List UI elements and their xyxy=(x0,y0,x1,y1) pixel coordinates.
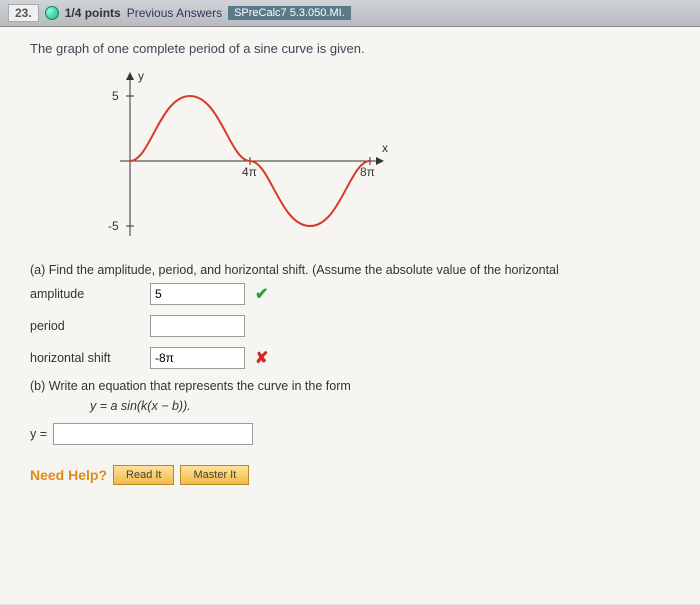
horizontal-shift-label: horizontal shift xyxy=(30,351,140,365)
question-prompt: The graph of one complete period of a si… xyxy=(30,41,670,56)
equation-row: y = xyxy=(30,423,670,445)
sine-graph-svg: y x 5 -5 4π 8π xyxy=(90,66,390,246)
previous-answers-link[interactable]: Previous Answers xyxy=(127,6,222,20)
master-it-button[interactable]: Master It xyxy=(180,465,249,485)
equation-input[interactable] xyxy=(53,423,253,445)
y-max-label: 5 xyxy=(112,89,119,103)
status-icon xyxy=(45,6,59,20)
x-axis-label: x xyxy=(382,141,388,155)
y-equals-label: y = xyxy=(30,427,47,441)
check-icon: ✔ xyxy=(255,284,268,304)
question-header: 23. 1/4 points Previous Answers SPreCalc… xyxy=(0,0,700,27)
help-row: Need Help? Read It Master It xyxy=(30,465,670,485)
period-input[interactable] xyxy=(150,315,245,337)
equation-form: y = a sin(k(x − b)). xyxy=(90,399,670,413)
points-label: 1/4 points xyxy=(65,6,121,20)
amplitude-label: amplitude xyxy=(30,287,140,301)
need-help-label: Need Help? xyxy=(30,467,107,483)
y-min-label: -5 xyxy=(108,219,119,233)
x-mid-label: 4π xyxy=(242,165,257,179)
period-label: period xyxy=(30,319,140,333)
read-it-button[interactable]: Read It xyxy=(113,465,174,485)
amplitude-row: amplitude ✔ xyxy=(30,283,670,305)
part-b-label: (b) Write an equation that represents th… xyxy=(30,379,670,393)
period-row: period xyxy=(30,315,670,337)
cross-icon: ✘ xyxy=(255,348,268,368)
question-content: The graph of one complete period of a si… xyxy=(0,27,700,604)
horizontal-shift-row: horizontal shift ✘ xyxy=(30,347,670,369)
assignment-id: SPreCalc7 5.3.050.MI. xyxy=(228,6,351,20)
question-number: 23. xyxy=(8,4,39,22)
part-a-label: (a) Find the amplitude, period, and hori… xyxy=(30,263,670,277)
x-end-label: 8π xyxy=(360,165,375,179)
y-axis-label: y xyxy=(138,69,144,83)
sine-graph: y x 5 -5 4π 8π xyxy=(90,66,670,249)
horizontal-shift-input[interactable] xyxy=(150,347,245,369)
amplitude-input[interactable] xyxy=(150,283,245,305)
